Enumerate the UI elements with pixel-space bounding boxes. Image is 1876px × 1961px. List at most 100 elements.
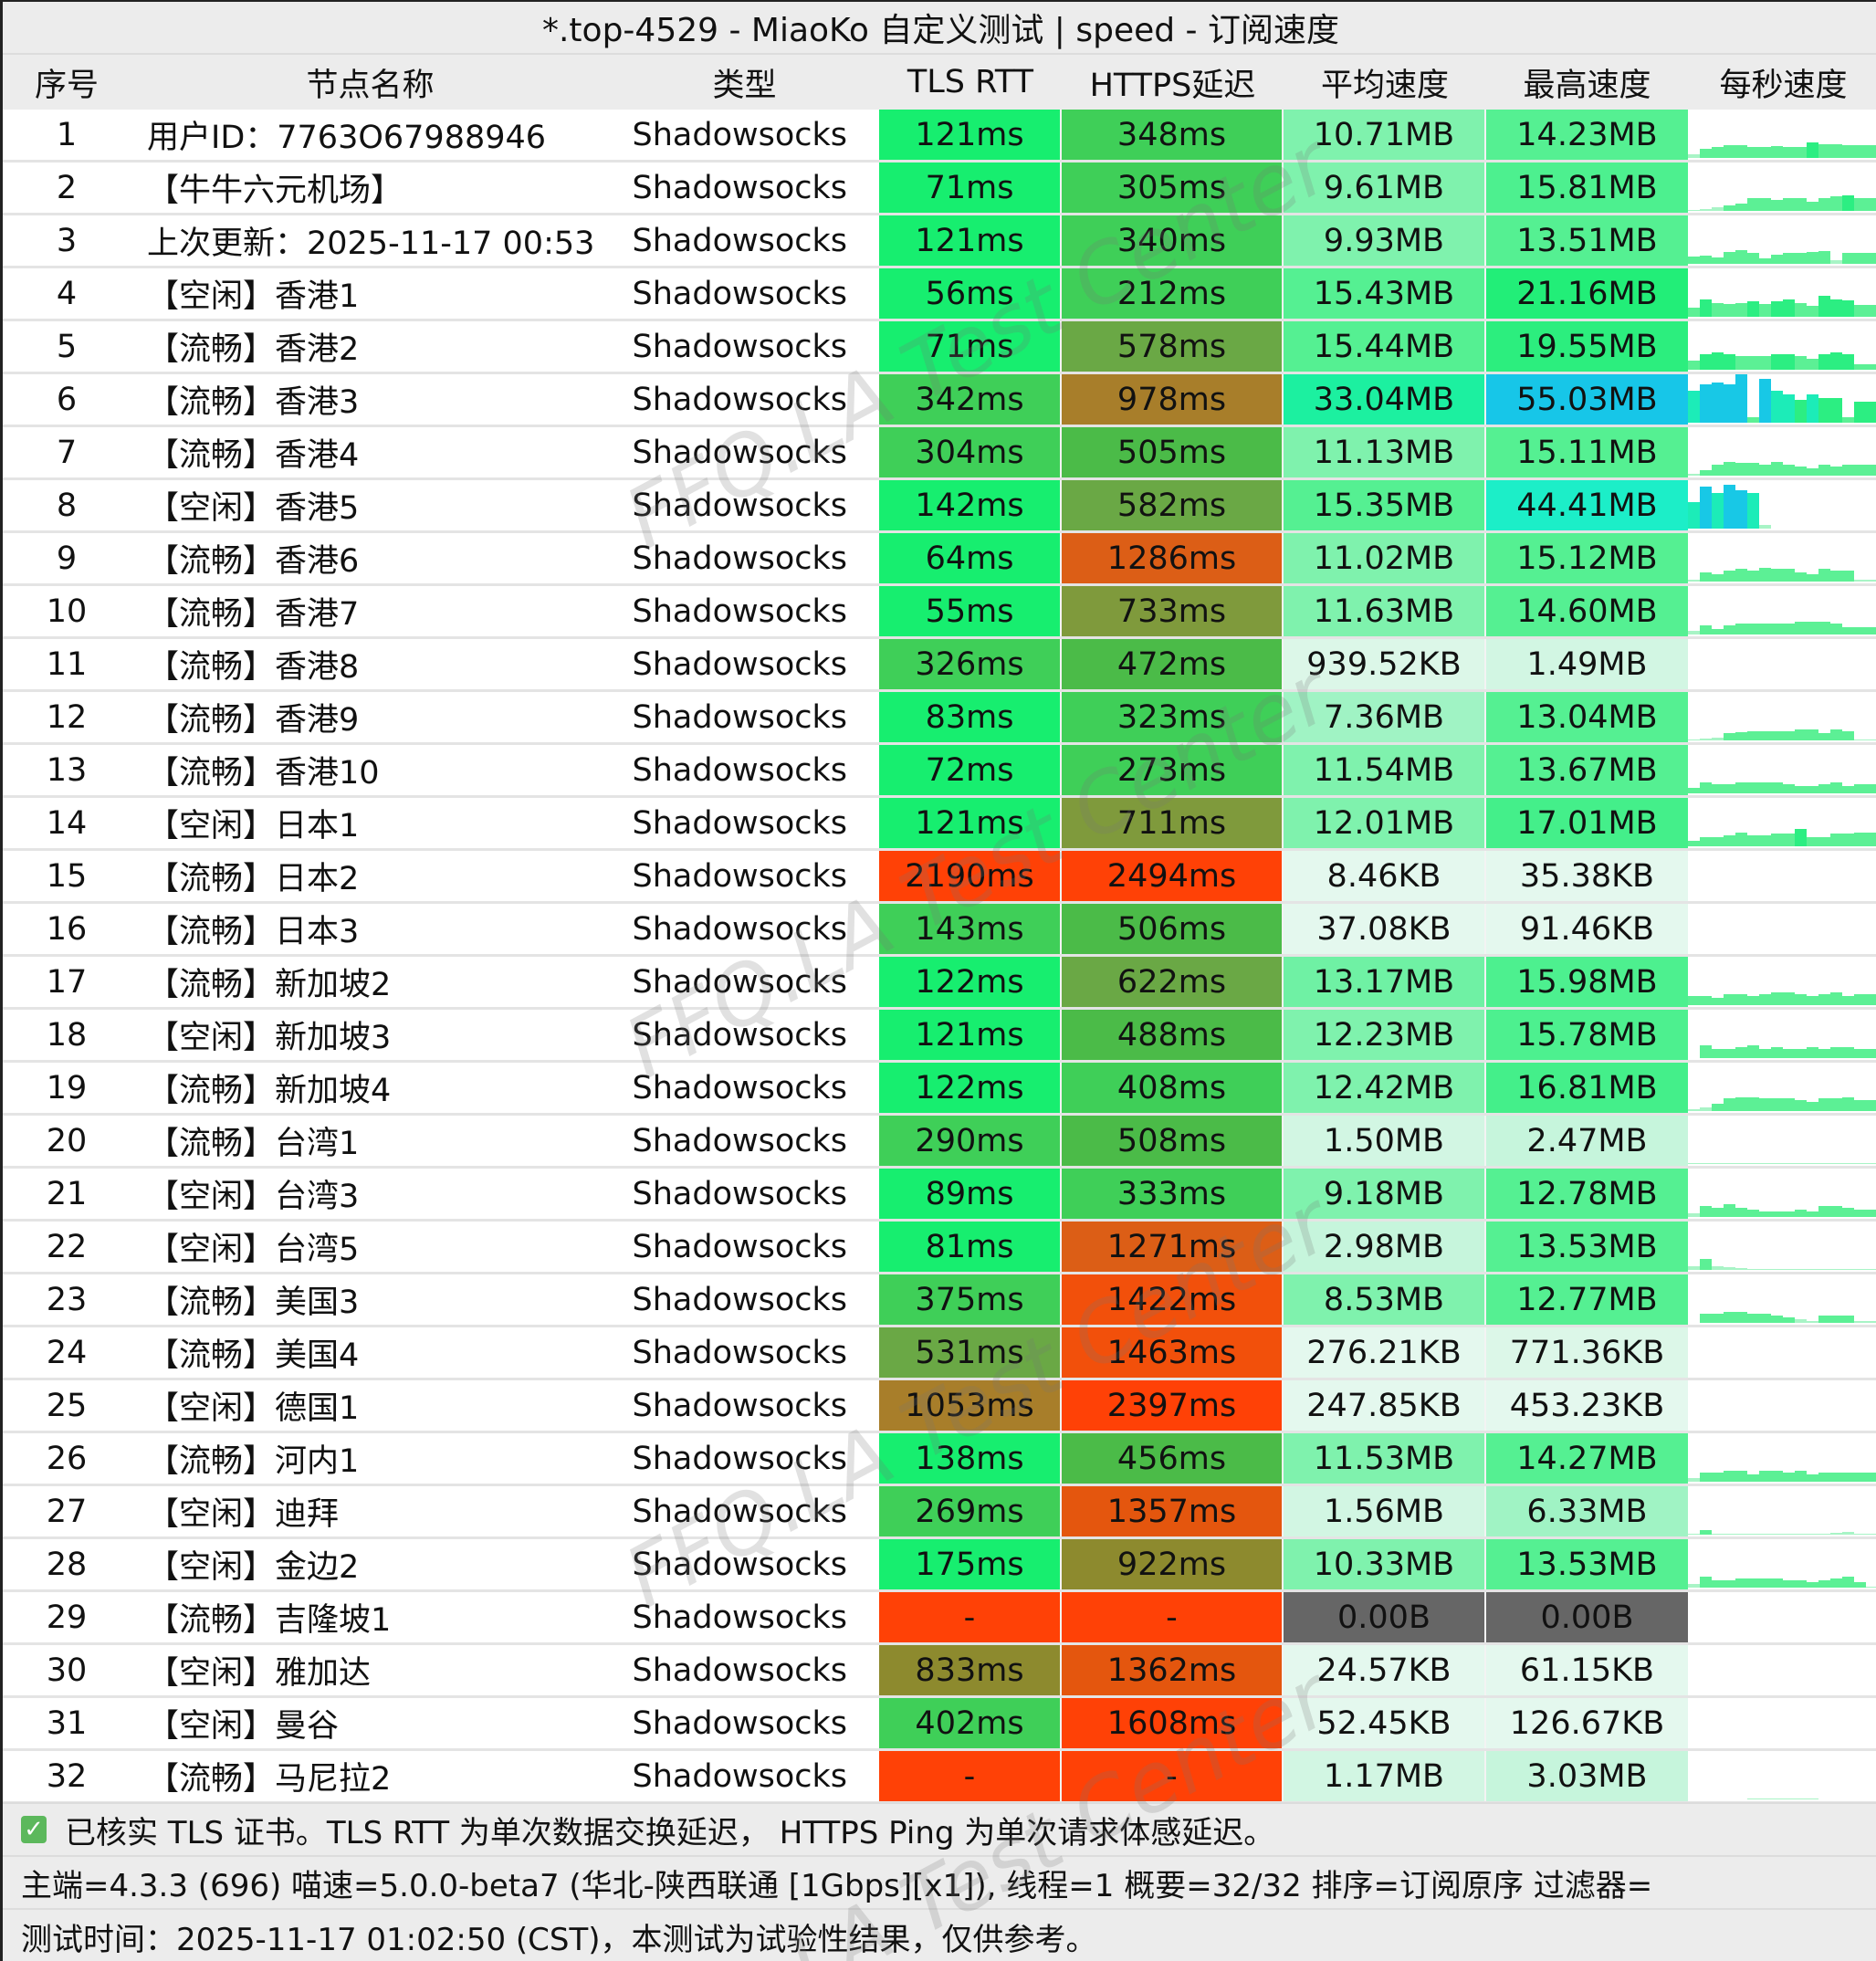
table-row[interactable]: 3 上次更新：2025-11-17 00:53 Shadowsocks 121ms 34… (3, 215, 1876, 268)
table-row[interactable]: 1 用户ID：7763O67988946 Shadowsocks 121ms 348ms… (3, 110, 1876, 163)
table-row[interactable]: 25 【空闲】德国1 Shadowsocks 1053ms 2397ms 247.85KB… (3, 1380, 1876, 1433)
max-speed-cell: 6.33MB (1486, 1486, 1688, 1536)
column-header-avg-speed[interactable]: 平均速度 (1320, 67, 1449, 104)
sparkline-bar (1807, 574, 1818, 582)
per-second-speed-sparkline (1688, 1751, 1876, 1801)
table-row[interactable]: 23 【流畅】美国3 Shadowsocks 375ms 1422ms 8.53MB 12.… (3, 1274, 1876, 1327)
per-second-speed-sparkline (1688, 480, 1876, 530)
sparkline-bar (1854, 1534, 1866, 1535)
table-row[interactable]: 6 【流畅】香港3 Shadowsocks 342ms 978ms 33.04MB 55.0… (3, 374, 1876, 427)
table-row[interactable]: 31 【空闲】曼谷 Shadowsocks 402ms 1608ms 52.45KB 126… (3, 1698, 1876, 1751)
sparkline-bar (1735, 1163, 1747, 1164)
table-row[interactable]: 29 【流畅】吉隆坡1 Shadowsocks - -0.00B 0.00B (3, 1592, 1876, 1645)
per-second-speed-sparkline (1688, 1486, 1876, 1536)
https-latency-cell: 305ms (1062, 163, 1284, 213)
sparkline-bar (1735, 782, 1747, 793)
row-index: 22 (46, 1228, 88, 1265)
row-index: 13 (46, 751, 88, 789)
sparkline-bar (1866, 784, 1876, 793)
table-row[interactable]: 15 【流畅】日本2 Shadowsocks 2190ms 2494ms 8.46KB 35… (3, 851, 1876, 904)
column-header-https-latency[interactable]: HTTPS延迟 (1089, 67, 1256, 104)
sparkline-bar (1724, 384, 1735, 423)
table-row[interactable]: 14 【空闲】日本1 Shadowsocks 121ms 711ms 12.01MB 17.… (3, 798, 1876, 851)
table-row[interactable]: 18 【空闲】新加坡3 Shadowsocks 121ms 488ms 12.23MB 15… (3, 1010, 1876, 1063)
table-row[interactable]: 32 【流畅】马尼拉2 Shadowsocks - -1.17MB 3.03MB (3, 1751, 1876, 1804)
sparkline-bar (1712, 629, 1724, 634)
table-row[interactable]: 11 【流畅】香港8 Shadowsocks 326ms 472ms 939.52KB 1.… (3, 639, 1876, 692)
max-speed-cell: 13.04MB (1486, 692, 1688, 742)
row-index: 28 (46, 1546, 88, 1583)
sparkline-bar (1735, 994, 1747, 1005)
avg-speed-cell: 7.36MB (1284, 692, 1486, 742)
sparkline-bar (1759, 994, 1771, 1005)
sparkline-bar (1735, 204, 1747, 211)
max-speed-cell: 17.01MB (1486, 798, 1688, 848)
table-row[interactable]: 2 【牛牛六元机场】 Shadowsocks 71ms 305ms 9.61MB 15.81… (3, 163, 1876, 215)
sparkline-bar (1759, 624, 1771, 634)
table-row[interactable]: 30 【空闲】雅加达 Shadowsocks 833ms 1362ms 24.57KB 61… (3, 1645, 1876, 1698)
table-row[interactable]: 22 【空闲】台湾5 Shadowsocks 81ms 1271ms 2.98MB 13.5… (3, 1222, 1876, 1274)
sparkline-bar (1783, 299, 1795, 317)
sparkline-bar (1783, 1798, 1795, 1799)
table-row[interactable]: 17 【流畅】新加坡2 Shadowsocks 122ms 622ms 13.17MB 15… (3, 957, 1876, 1010)
sparkline-bar (1854, 364, 1866, 370)
column-header-max-speed[interactable]: 最高速度 (1523, 67, 1651, 104)
table-row[interactable]: 20 【流畅】台湾1 Shadowsocks 290ms 508ms 1.50MB 2.47… (3, 1116, 1876, 1169)
sparkline-bar (1830, 1578, 1842, 1588)
column-header-type[interactable]: 类型 (712, 67, 777, 104)
column-header-per-second-speed[interactable]: 每秒速度 (1719, 67, 1848, 104)
table-row[interactable]: 28 【空闲】金边2 Shadowsocks 175ms 922ms 10.33MB 13.… (3, 1539, 1876, 1592)
table-row[interactable]: 8 【空闲】香港5 Shadowsocks 142ms 582ms 15.35MB 44.4… (3, 480, 1876, 533)
max-speed-cell: 2.47MB (1486, 1116, 1688, 1166)
sparkline-bar (1866, 1321, 1876, 1323)
sparkline-bar (1842, 1269, 1854, 1270)
sparkline-bar (1830, 1473, 1842, 1482)
table-row[interactable]: 7 【流畅】香港4 Shadowsocks 304ms 505ms 11.13MB 15.1… (3, 427, 1876, 480)
table-row[interactable]: 21 【空闲】台湾3 Shadowsocks 89ms 333ms 9.18MB 12.78… (3, 1169, 1876, 1222)
sparkline-bar (1771, 624, 1783, 634)
avg-speed-cell: 15.35MB (1284, 480, 1486, 530)
table-row[interactable]: 10 【流畅】香港7 Shadowsocks 55ms 733ms 11.63MB 14.6… (3, 586, 1876, 639)
max-speed-cell: 12.77MB (1486, 1274, 1688, 1325)
row-index: 7 (56, 434, 78, 471)
node-type: Shadowsocks (632, 698, 848, 736)
table-row[interactable]: 4 【空闲】香港1 Shadowsocks 56ms 212ms 15.43MB 21.16… (3, 268, 1876, 321)
sparkline-bar (1830, 1533, 1842, 1535)
avg-speed-cell: 33.04MB (1284, 374, 1486, 425)
sparkline-bar (1795, 400, 1807, 423)
table-row[interactable]: 16 【流畅】日本3 Shadowsocks 143ms 506ms 37.08KB 91.… (3, 904, 1876, 957)
sparkline-bar (1724, 835, 1735, 846)
table-row[interactable]: 9 【流畅】香港6 Shadowsocks 64ms 1286ms 11.02MB 15.1… (3, 533, 1876, 586)
sparkline-bar (1724, 252, 1735, 264)
table-row[interactable]: 24 【流畅】美国4 Shadowsocks 531ms 1463ms 276.21KB 7… (3, 1327, 1876, 1380)
https-latency-cell: 333ms (1062, 1169, 1284, 1219)
per-second-speed-sparkline (1688, 163, 1876, 213)
node-name: 【流畅】新加坡2 (147, 967, 392, 1003)
sparkline-bar (1842, 996, 1854, 1005)
sparkline-bar (1771, 1798, 1783, 1799)
sparkline-bar (1700, 1577, 1712, 1588)
node-type: Shadowsocks (632, 1652, 848, 1689)
avg-speed-cell: 11.13MB (1284, 427, 1486, 477)
table-row[interactable]: 27 【空闲】迪拜 Shadowsocks 269ms 1357ms 1.56MB 6.33… (3, 1486, 1876, 1539)
node-name: 【流畅】日本2 (147, 861, 360, 897)
table-row[interactable]: 12 【流畅】香港9 Shadowsocks 83ms 323ms 7.36MB 13.04… (3, 692, 1876, 745)
sparkline-bar (1724, 304, 1735, 317)
table-row[interactable]: 26 【流畅】河内1 Shadowsocks 138ms 456ms 11.53MB 14.… (3, 1433, 1876, 1486)
column-header-tls-rtt[interactable]: TLS RTT (907, 64, 1034, 100)
per-second-speed-sparkline (1688, 374, 1876, 425)
sparkline-bar (1688, 391, 1700, 423)
tls-rtt-cell: 55ms (879, 586, 1062, 636)
table-row[interactable]: 19 【流畅】新加坡4 Shadowsocks 122ms 408ms 12.42MB 16… (3, 1063, 1876, 1116)
column-header-name[interactable]: 节点名称 (306, 67, 435, 104)
sparkline-bar (1807, 622, 1818, 634)
column-header-index[interactable]: 序号 (34, 67, 99, 104)
sparkline-bar (1807, 1047, 1818, 1058)
table-row[interactable]: 13 【流畅】香港10 Shadowsocks 72ms 273ms 11.54MB 13.… (3, 745, 1876, 798)
sparkline-bar (1842, 571, 1854, 582)
table-row[interactable]: 5 【流畅】香港2 Shadowsocks 71ms 578ms 15.44MB 19.55… (3, 321, 1876, 374)
sparkline-bar (1795, 147, 1807, 158)
sparkline-bar (1747, 1534, 1759, 1535)
max-speed-cell: 61.15KB (1486, 1645, 1688, 1695)
avg-speed-cell: 9.61MB (1284, 163, 1486, 213)
